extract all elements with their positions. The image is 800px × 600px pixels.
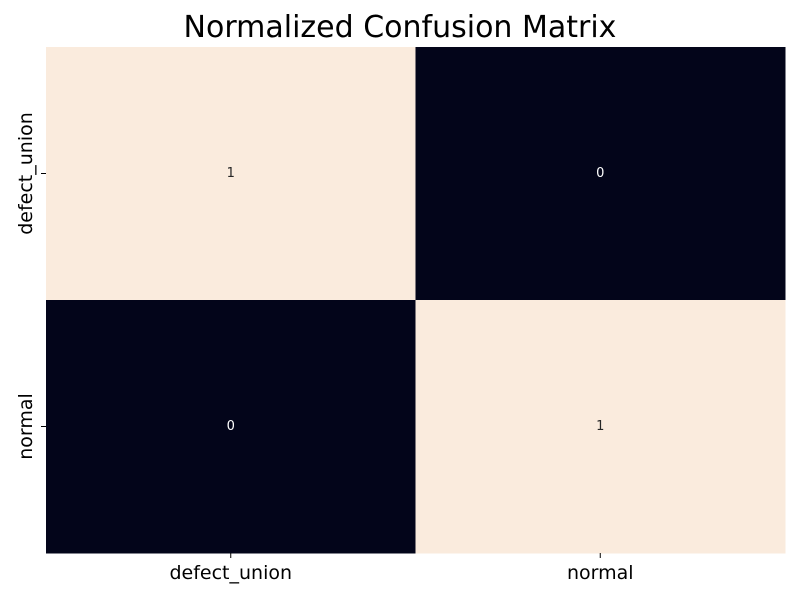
cell-annotation: 0 — [227, 419, 235, 434]
cell-annotation: 1 — [227, 166, 235, 181]
chart-title: Normalized Confusion Matrix — [183, 10, 617, 45]
heatmap-cell-defect_union-defect_union — [46, 47, 416, 301]
x-tick-label: defect_union — [169, 562, 292, 584]
y-tick-label: defect_union — [15, 112, 37, 235]
cell-annotation: 1 — [596, 419, 604, 434]
cell-annotation: 0 — [596, 166, 604, 181]
x-tick-label: normal — [567, 562, 634, 584]
y-tick-label: normal — [15, 393, 37, 460]
heatmap-cell-normal-normal — [415, 300, 786, 554]
heatmap-cell-normal-defect_union — [46, 300, 416, 554]
heatmap-cell-defect_union-normal — [415, 47, 786, 301]
